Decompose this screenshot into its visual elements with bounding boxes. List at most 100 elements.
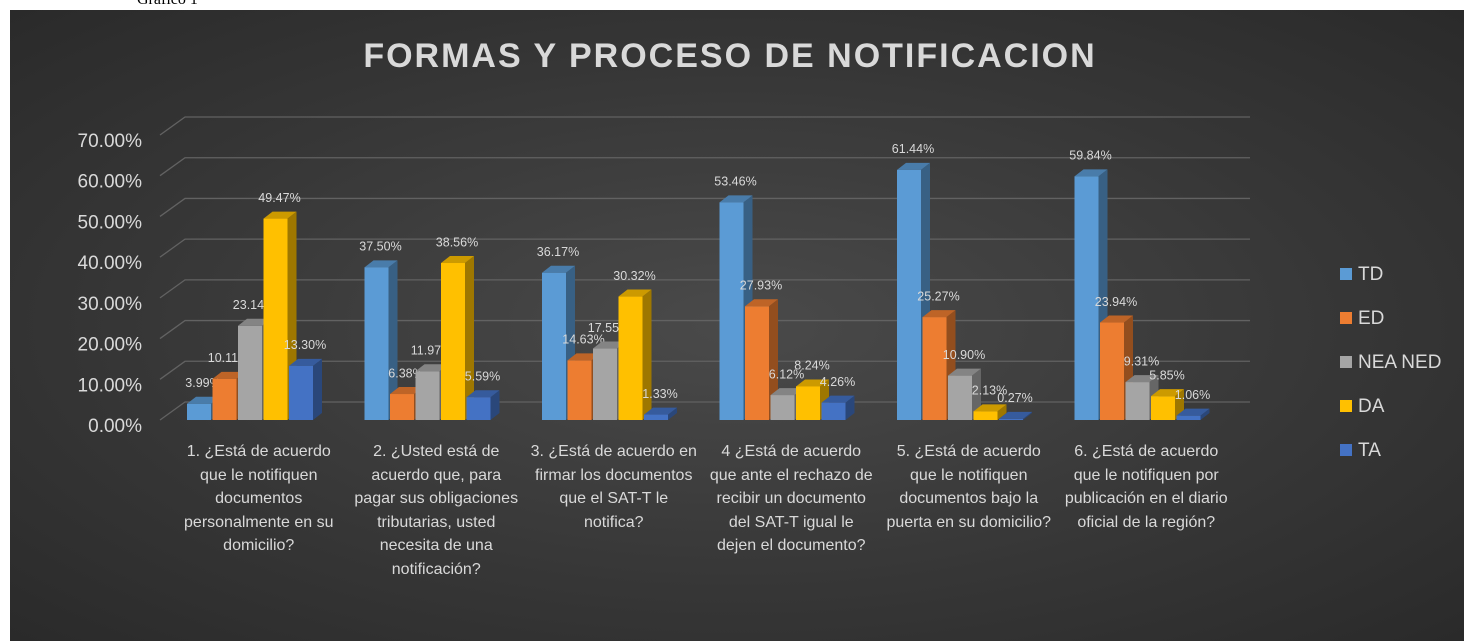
y-tick-label: 20.00%: [78, 335, 143, 356]
legend-swatch: [1340, 268, 1352, 280]
bar-top: [542, 265, 575, 273]
bar-side: [668, 407, 677, 420]
bar-top: [999, 411, 1032, 419]
value-label: 1.06%: [1175, 388, 1210, 402]
bar-top: [263, 211, 297, 219]
bar-top: [770, 388, 804, 396]
grid-line: [159, 360, 1250, 380]
bar-top: [618, 289, 652, 297]
bar: [1100, 322, 1124, 420]
grid-line: [159, 238, 1250, 258]
value-label: 0.27%: [997, 391, 1032, 405]
chart-area: FORMAS Y PROCESO DE NOTIFICACION 0.00% 10…: [10, 10, 1464, 641]
bar: [897, 169, 921, 420]
bar-top: [1074, 169, 1108, 177]
bar-top: [212, 371, 246, 379]
bar-top: [567, 353, 601, 361]
bar-side: [845, 395, 855, 420]
legend-swatch: [1340, 356, 1352, 368]
x-tick-label: 4 ¿Está de acuerdo que ante el rechazo d…: [709, 443, 873, 554]
value-label: 49.47%: [258, 191, 300, 205]
bar-top: [719, 195, 753, 203]
bar-side: [490, 390, 500, 420]
bar-side: [997, 404, 1007, 420]
legend-label: TA: [1358, 440, 1381, 461]
y-tick-label: 60.00%: [78, 172, 143, 193]
bar: [618, 296, 643, 420]
legend-swatch: [1340, 400, 1352, 412]
bar: [770, 395, 795, 420]
x-tick-label: 5. ¿Está de acuerdo que le notifiquen do…: [886, 443, 1052, 531]
bar-side: [1023, 411, 1032, 420]
y-tick-label: 50.00%: [78, 212, 143, 233]
x-tick-label: 6. ¿Está de acuerdo que le notifiquen po…: [1064, 443, 1228, 531]
value-label: 59.84%: [1069, 149, 1111, 163]
y-tick-label: 0.00%: [88, 416, 142, 437]
value-label: 13.30%: [284, 338, 326, 352]
value-label: 8.24%: [794, 359, 829, 373]
bar: [1176, 415, 1201, 420]
bar-top: [415, 364, 449, 372]
bar: [390, 394, 414, 420]
bar-side: [313, 358, 322, 420]
caption: Gráfico 1: [137, 0, 198, 9]
value-label: 5.85%: [1149, 368, 1184, 382]
bar-side: [769, 299, 778, 420]
bar: [948, 375, 972, 420]
y-tick-label: 30.00%: [78, 294, 143, 315]
value-label: 38.56%: [436, 235, 478, 249]
value-label: 10.90%: [943, 348, 985, 362]
bar: [466, 397, 491, 420]
bar-top: [1100, 315, 1133, 323]
y-tick-label: 40.00%: [78, 253, 143, 274]
bar-side: [972, 368, 981, 420]
chart-title: FORMAS Y PROCESO DE NOTIFICACION: [363, 37, 1096, 75]
bar: [542, 272, 566, 420]
grid-line: [159, 116, 1250, 136]
bar-top: [364, 260, 398, 268]
bar: [745, 306, 769, 420]
bar-top: [593, 341, 626, 349]
value-label: 5.59%: [465, 370, 500, 384]
bar-top: [796, 379, 829, 387]
bar: [593, 348, 617, 420]
value-label: 30.32%: [613, 269, 655, 283]
bar-top: [897, 162, 930, 170]
caption-box: Gráfico 1: [137, 0, 337, 10]
bar: [441, 263, 465, 420]
bar: [415, 371, 440, 420]
bar: [922, 317, 947, 420]
bar-side: [465, 256, 474, 420]
bar: [263, 218, 288, 420]
bar: [1125, 382, 1150, 420]
value-label: 25.27%: [917, 289, 959, 303]
bar: [796, 386, 820, 420]
bar-side: [388, 260, 398, 420]
bar-top: [1151, 389, 1184, 397]
value-label: 61.44%: [892, 142, 934, 156]
bar: [644, 414, 668, 420]
bar-side: [1200, 408, 1210, 420]
bar-top: [973, 404, 1007, 412]
bar: [364, 267, 389, 420]
bar-top: [187, 396, 220, 404]
bar: [1151, 396, 1175, 420]
bar-top: [1176, 408, 1210, 416]
bar: [1074, 176, 1099, 420]
value-label: 6.38%: [388, 366, 423, 380]
legend-label: NEA NED: [1358, 352, 1441, 373]
value-label: 9.31%: [1124, 354, 1159, 368]
value-label: 23.94%: [1095, 295, 1137, 309]
bar-top: [745, 299, 778, 307]
value-label: 14.63%: [562, 333, 604, 347]
bar: [973, 411, 998, 420]
bar-top: [390, 387, 423, 395]
legend-swatch: [1340, 444, 1352, 456]
legend-label: ED: [1358, 308, 1384, 329]
value-label: 6.12%: [769, 367, 804, 381]
bar-top: [466, 390, 500, 398]
bar: [999, 418, 1023, 420]
bar-top: [238, 318, 271, 326]
bar-top: [644, 407, 677, 415]
